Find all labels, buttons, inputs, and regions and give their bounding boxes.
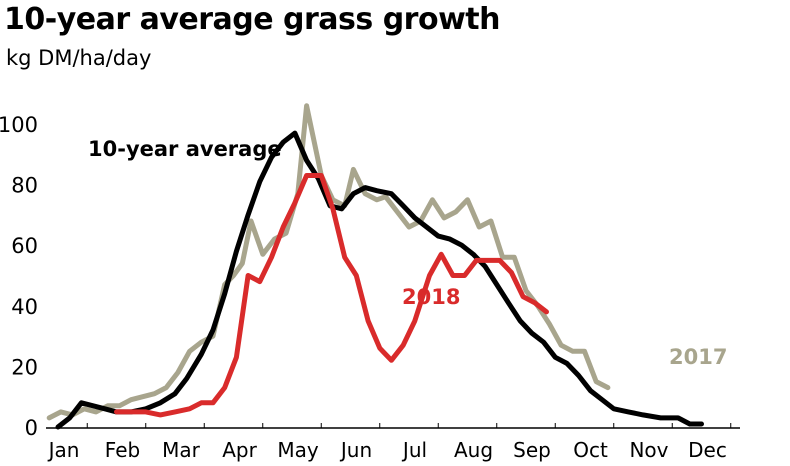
x-tick-label: Apr <box>222 438 257 462</box>
series-labels: 10-year average 2018 2017 <box>88 137 727 369</box>
x-tick-label: Dec <box>688 438 727 462</box>
series-label: 2017 <box>669 345 727 369</box>
x-tick-label: Mar <box>162 438 201 462</box>
y-tick-label: 80 <box>11 174 38 198</box>
y-tick-label: 0 <box>25 416 38 440</box>
y-tick-label: 100 <box>0 113 38 137</box>
x-tick-label: Jul <box>401 438 427 462</box>
chart-title: 10-year average grass growth <box>4 2 501 37</box>
x-tick-label: Sep <box>513 438 551 462</box>
x-tick-label: Nov <box>629 438 668 462</box>
x-tick-label: May <box>277 438 319 462</box>
x-tick-label: Jun <box>339 438 372 462</box>
x-tick-label: Jan <box>47 438 80 462</box>
axes: 0 20 40 60 80 100 Jan Feb Mar Apr May Jun Jul Aug Sep O… <box>0 113 740 462</box>
series-line-2018 <box>114 173 549 418</box>
series-line-10-year-average <box>55 130 704 430</box>
y-tick-label: 40 <box>11 295 38 319</box>
y-tick-label: 60 <box>11 234 38 258</box>
x-tick-label: Aug <box>454 438 493 462</box>
series-label: 2018 <box>402 285 460 309</box>
series-lines <box>46 103 704 430</box>
y-tick-label: 20 <box>11 355 38 379</box>
x-tick-label: Oct <box>573 438 608 462</box>
series-label: 10-year average <box>88 137 282 161</box>
x-tick-label: Feb <box>105 438 140 462</box>
chart-subtitle: kg DM/ha/day <box>6 46 152 70</box>
